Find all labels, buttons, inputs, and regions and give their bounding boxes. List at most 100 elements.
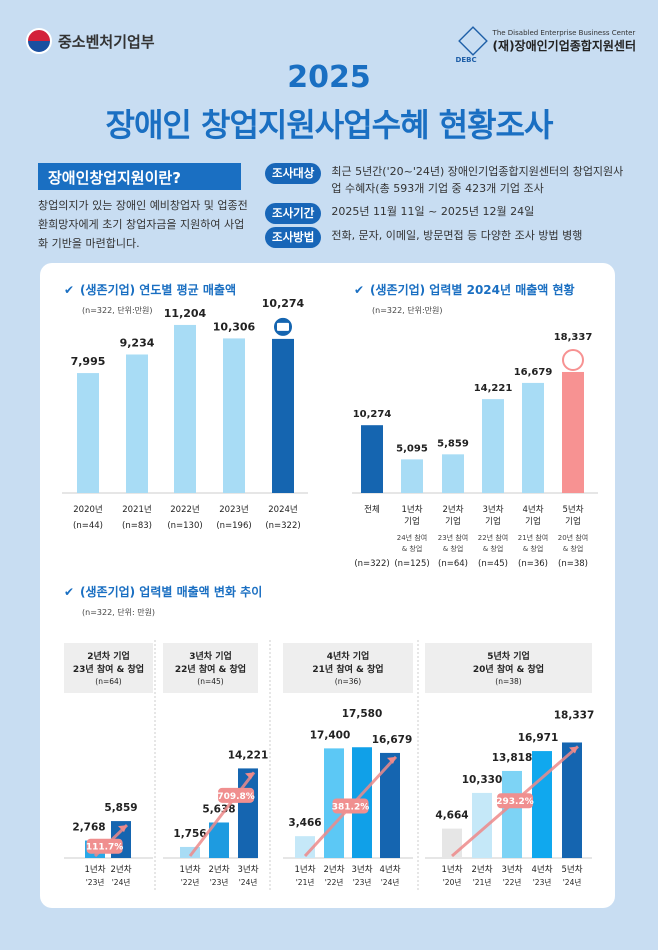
- check-icon: ✔: [64, 585, 74, 599]
- growth-label: 709.8%: [217, 792, 255, 802]
- growth-label: 381.2%: [332, 802, 370, 812]
- value-label: 10,306: [213, 320, 256, 333]
- value-label: 7,995: [71, 355, 106, 368]
- ministry-logo: 중소벤처기업부: [26, 28, 155, 54]
- sublabel: (n=196): [216, 521, 251, 531]
- value-label: 16,971: [518, 732, 559, 744]
- sublabel: (n=125): [394, 559, 429, 569]
- category-label: 기업: [565, 517, 581, 527]
- category-label: 3년차: [351, 864, 372, 875]
- chart3-title: (생존기업) 업력별 매출액 변화 추이: [80, 584, 262, 599]
- info-label: 조사방법: [265, 227, 322, 248]
- value-label: 16,679: [372, 734, 413, 746]
- category-label: 2년차: [208, 864, 229, 875]
- page-title: 장애인 창업지원사업수혜 현황조사: [105, 106, 554, 144]
- bar: [562, 742, 582, 858]
- growth-arrow: [188, 771, 256, 857]
- value-label: 1,756: [173, 828, 206, 840]
- sublabel: (n=64): [438, 559, 468, 569]
- value-label: 5,859: [104, 802, 137, 814]
- panel-n: (n=38): [495, 677, 522, 686]
- note-label: 22년 참여: [478, 533, 508, 542]
- info-row-target: 조사대상 최근 5년간('20~'24년) 장애인기업종합지원센터의 창업지원사업…: [265, 163, 625, 197]
- category-label: 2년차: [471, 864, 492, 875]
- category-label: 전체: [364, 504, 380, 515]
- panel-n: (n=45): [197, 677, 224, 686]
- year-label: '24년: [563, 877, 582, 887]
- center-en: The Disabled Enterprise Business Center: [492, 28, 636, 37]
- year-label: '22년: [181, 877, 200, 887]
- panel-header: [64, 643, 153, 693]
- note-label: & 창업: [563, 545, 584, 553]
- bar: [562, 371, 584, 493]
- ministry-name: 중소벤처기업부: [58, 32, 155, 51]
- money-icon-bill: [277, 322, 289, 331]
- year-label: '23년: [210, 877, 229, 887]
- category-label: 2년차: [110, 864, 131, 875]
- growth-badge: [218, 787, 255, 803]
- category-label: 4년차: [531, 864, 552, 875]
- growth-badge: [332, 798, 369, 814]
- growth-chart-icon: [562, 348, 584, 371]
- panel-header: [425, 643, 592, 693]
- growth-label: 293.2%: [496, 797, 534, 807]
- category-label: 3년차: [482, 504, 503, 515]
- panel-header: [283, 643, 413, 693]
- value-label: 11,204: [164, 307, 207, 320]
- value-label: 14,221: [474, 383, 513, 394]
- arrow-head-icon: [387, 756, 396, 764]
- panel-title: 4년차 기업: [327, 650, 370, 662]
- growth-badge: [497, 793, 533, 809]
- year-label: '23년: [353, 877, 372, 887]
- chart1-title: (생존기업) 연도별 평균 매출액: [80, 282, 236, 297]
- category-label: 1년차: [84, 864, 105, 875]
- panel-title: 5년차 기업: [487, 650, 530, 662]
- category-label: 2021년: [122, 504, 151, 515]
- value-label: 5,859: [437, 438, 469, 449]
- note-label: 20년 참여: [558, 533, 588, 542]
- bar: [223, 338, 245, 493]
- category-label: 2020년: [73, 504, 102, 515]
- category-label: 5년차: [561, 864, 582, 875]
- year-label: '23년: [533, 877, 552, 887]
- sublabel: (n=38): [558, 559, 588, 569]
- taegeuk-icon: [26, 28, 52, 54]
- panel-n: (n=36): [335, 677, 362, 686]
- growth-badge: [86, 838, 123, 854]
- category-label: 1년차: [401, 504, 422, 515]
- value-label: 3,466: [288, 817, 321, 829]
- category-label: 3년차: [501, 864, 522, 875]
- category-label: 2024년: [268, 504, 297, 515]
- info-value: 2025년 11월 11일 ~ 2025년 12월 24일: [331, 205, 535, 218]
- chart2-title: (생존기업) 업력별 2024년 매출액 현황: [370, 282, 575, 297]
- info-row-period: 조사기간 2025년 11월 11일 ~ 2025년 12월 24일: [265, 203, 534, 224]
- sublabel: (n=130): [167, 521, 202, 531]
- value-label: 4,664: [435, 810, 468, 822]
- info-value: 전화, 문자, 이메일, 방문면접 등 다양한 조사 방법 병행: [331, 229, 583, 242]
- value-label: 5,095: [396, 443, 428, 454]
- category-label: 4년차: [379, 864, 400, 875]
- info-label: 조사기간: [265, 203, 322, 224]
- panel-subtitle: 21년 참여 & 창업: [312, 663, 383, 675]
- info-label: 조사대상: [265, 163, 322, 184]
- category-label: 1년차: [294, 864, 315, 875]
- bar: [361, 425, 383, 493]
- chart1-subtitle: (n=322, 단위:만원): [82, 305, 153, 315]
- sublabel: (n=322): [265, 521, 300, 531]
- category-label: 2년차: [442, 504, 463, 515]
- category-label: 기업: [525, 517, 541, 527]
- bar: [174, 324, 196, 493]
- sublabel: (n=322): [354, 559, 389, 569]
- bar: [180, 846, 200, 858]
- year: 2025: [287, 60, 371, 95]
- panel-subtitle: 23년 참여 & 창업: [73, 663, 144, 675]
- bar: [442, 828, 462, 858]
- arrow-head-icon: [118, 825, 127, 833]
- category-label: 2년차: [323, 864, 344, 875]
- value-label: 14,221: [228, 749, 269, 761]
- sublabel: (n=45): [478, 559, 508, 569]
- category-label: 5년차: [562, 504, 583, 515]
- value-label: 13,818: [492, 752, 533, 764]
- center-logo: DEBC The Disabled Enterprise Business Cen…: [456, 26, 636, 64]
